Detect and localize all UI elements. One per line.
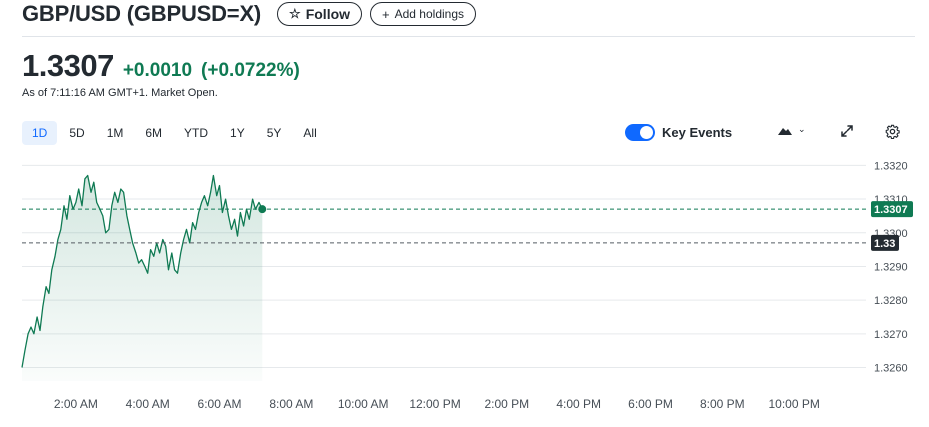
x-tick-label: 2:00 PM: [484, 397, 529, 411]
x-tick-label: 8:00 AM: [269, 397, 313, 411]
y-tick-label: 1.3260: [874, 363, 908, 375]
chart-reference-layer: [22, 205, 866, 244]
range-tab-1d[interactable]: 1D: [22, 121, 58, 145]
range-tab-1y[interactable]: 1Y: [220, 121, 255, 145]
current-price-tag-text: 1.3307: [874, 204, 908, 216]
x-tick-label: 10:00 AM: [338, 397, 389, 411]
y-tick-label: 1.3280: [874, 295, 908, 307]
current-price: 1.3307: [22, 48, 114, 83]
price-change: +0.0010: [122, 60, 193, 81]
x-tick-label: 4:00 AM: [126, 397, 170, 411]
x-tick-label: 4:00 PM: [556, 397, 601, 411]
key-events-control[interactable]: Key Events: [625, 124, 732, 141]
follow-label: Follow: [305, 6, 351, 22]
expand-icon[interactable]: [840, 124, 854, 138]
header-divider: [22, 36, 915, 37]
range-tab-5y[interactable]: 5Y: [257, 121, 292, 145]
range-tab-label: YTD: [184, 126, 209, 140]
x-axis-labels: 2:00 AM 4:00 AM 6:00 AM 8:00 AM 10:00 AM 12:0…: [54, 397, 820, 411]
range-tab-5d[interactable]: 5D: [59, 121, 94, 145]
price-line: [21, 174, 263, 368]
follow-button[interactable]: ☆ Follow: [277, 2, 363, 26]
current-price-dot: [258, 205, 267, 214]
page-title: GBP/USD (GBPUSD=X): [22, 1, 262, 26]
mountain-icon: [778, 127, 792, 135]
range-tabs: 1D 5D 1M 6M YTD 1Y 5Y All: [22, 121, 329, 145]
range-tab-label: 5Y: [266, 126, 282, 140]
key-events-toggle[interactable]: [625, 124, 655, 141]
x-tick-label: 8:00 PM: [700, 397, 745, 411]
x-tick-label: 12:00 PM: [409, 397, 460, 411]
previous-close-tag-text: 1.33: [874, 238, 895, 250]
x-tick-label: 6:00 AM: [198, 397, 242, 411]
chart-type-dropdown[interactable]: ⌄: [778, 124, 806, 135]
price-chart[interactable]: 1.33201.33101.33001.32901.32801.32701.32…: [0, 150, 929, 427]
y-tick-label: 1.3270: [874, 329, 908, 341]
y-tick-label: 1.3320: [874, 160, 908, 172]
add-holdings-label: Add holdings: [394, 7, 465, 21]
gear-icon[interactable]: [885, 124, 900, 139]
current-price-tag: [871, 201, 913, 218]
quote-header: GBP/USD (GBPUSD=X) ☆ Follow + Add holdin…: [22, 0, 477, 28]
y-axis-labels: 1.33201.33101.33001.32901.32801.32701.32…: [874, 160, 908, 374]
price-area: [22, 175, 263, 381]
range-tab-6m[interactable]: 6M: [135, 121, 172, 145]
x-tick-label: 2:00 AM: [54, 397, 98, 411]
range-tab-1m[interactable]: 1M: [97, 121, 134, 145]
key-events-label: Key Events: [662, 125, 733, 140]
range-tab-label: 5D: [69, 126, 85, 140]
range-tab-label: 1Y: [230, 126, 245, 140]
previous-close-tag: [871, 234, 899, 251]
add-holdings-button[interactable]: + Add holdings: [370, 2, 477, 26]
range-tab-all[interactable]: All: [293, 121, 326, 145]
range-tab-label: 1M: [106, 126, 124, 140]
as-of-timestamp: As of 7:11:16 AM GMT+1. Market Open.: [22, 87, 218, 99]
plus-icon: +: [382, 6, 390, 22]
chart-area-layer: [22, 175, 263, 381]
x-tick-label: 10:00 PM: [768, 397, 819, 411]
quote-block: 1.3307 +0.0010 (+0.0722%): [22, 48, 300, 84]
range-tab-label: 6M: [145, 126, 163, 140]
range-tab-label: All: [303, 126, 317, 140]
chart-line-layer: [21, 174, 263, 368]
star-icon: ☆: [289, 6, 301, 21]
y-tick-label: 1.3290: [874, 261, 908, 273]
range-tab-ytd[interactable]: YTD: [174, 121, 218, 145]
chevron-down-icon: ⌄: [798, 124, 806, 134]
price-change-percent: (+0.0722%): [201, 60, 300, 81]
price-tags: 1.3307 1.33: [871, 201, 913, 251]
range-tab-label: 1D: [32, 126, 48, 140]
x-tick-label: 6:00 PM: [628, 397, 673, 411]
